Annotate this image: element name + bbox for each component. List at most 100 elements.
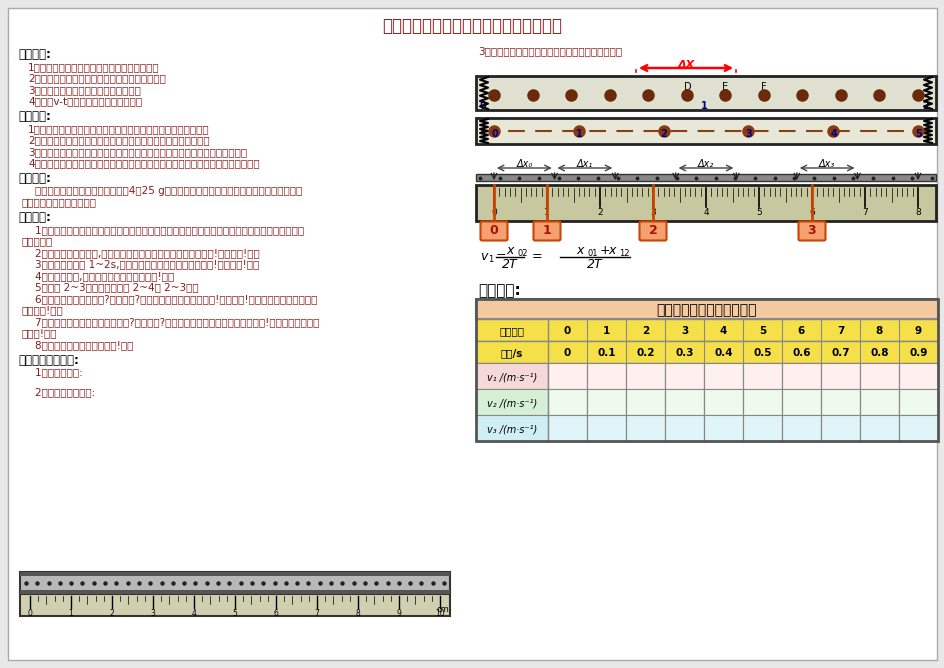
Bar — [476, 415, 548, 441]
Text: 2: 2 — [648, 224, 657, 238]
Text: 1、把打点计时器固定在实验桌上（不许松动！），（是电磁式还是电火花式？）连接电源（通电: 1、把打点计时器固定在实验桌上（不许松动！），（是电磁式还是电火花式？）连接电源… — [22, 225, 304, 235]
Bar — [476, 363, 548, 389]
Text: 1: 1 — [602, 326, 610, 336]
Bar — [703, 389, 742, 415]
Text: 0: 0 — [480, 101, 486, 111]
Text: 2: 2 — [641, 326, 649, 336]
Text: 1: 1 — [69, 609, 74, 618]
Bar — [820, 389, 859, 415]
Bar — [20, 572, 449, 576]
Text: 3: 3 — [745, 129, 751, 139]
Text: Δx₀: Δx₀ — [515, 159, 531, 169]
Text: 0.9: 0.9 — [908, 348, 927, 358]
Text: 3: 3 — [807, 224, 816, 238]
Text: 0.4: 0.4 — [714, 348, 732, 358]
Text: v₂ /(m·s⁻¹): v₂ /(m·s⁻¹) — [486, 398, 536, 408]
Text: 实验步骤:: 实验步骤: — [18, 211, 51, 224]
Text: 2: 2 — [921, 101, 928, 111]
Bar — [625, 363, 665, 389]
Text: 1: 1 — [487, 255, 493, 265]
Text: 0.5: 0.5 — [752, 348, 771, 358]
Text: Δx₃: Δx₃ — [818, 159, 834, 169]
Text: 0: 0 — [489, 224, 497, 238]
Text: 2: 2 — [110, 609, 114, 618]
Text: v₁ /(m·s⁻¹): v₁ /(m·s⁻¹) — [486, 372, 536, 382]
Text: 7: 7 — [836, 326, 843, 336]
Bar — [742, 363, 782, 389]
Text: 3、如何利用求平均速度来求得的小车的瞬时速度？: 3、如何利用求平均速度来求得的小车的瞬时速度？ — [478, 46, 621, 56]
Text: 1、纸带的选取:: 1、纸带的选取: — [22, 367, 83, 377]
Text: 0.6: 0.6 — [791, 348, 810, 358]
Bar — [476, 299, 937, 441]
Text: 01: 01 — [586, 248, 597, 257]
Text: v₃ /(m·s⁻¹): v₃ /(m·s⁻¹) — [486, 424, 536, 434]
Bar — [625, 415, 665, 441]
Bar — [742, 389, 782, 415]
Text: D: D — [683, 82, 691, 92]
Text: x: x — [576, 244, 583, 257]
Text: 2、会运用已学知识处理纸带，求各点瞬时速度。: 2、会运用已学知识处理纸带，求各点瞬时速度。 — [28, 73, 166, 84]
Text: 实验器材:: 实验器材: — [18, 172, 51, 185]
Text: 02: 02 — [516, 248, 527, 257]
Text: 3、会用表格法处理数据，并合理连图。: 3、会用表格法处理数据，并合理连图。 — [28, 85, 141, 95]
Text: ΔX: ΔX — [677, 60, 694, 70]
Bar — [898, 389, 937, 415]
Text: 4: 4 — [702, 208, 708, 217]
Bar — [586, 363, 625, 389]
Bar — [476, 319, 937, 341]
Text: 5: 5 — [232, 609, 237, 618]
Text: 纸带、刻度尺、坐标纸等。: 纸带、刻度尺、坐标纸等。 — [22, 198, 97, 208]
Bar — [548, 389, 586, 415]
Text: 2T: 2T — [586, 257, 602, 271]
FancyBboxPatch shape — [480, 222, 507, 240]
Bar — [20, 590, 449, 594]
Bar — [548, 363, 586, 389]
Bar — [665, 415, 703, 441]
Text: 5: 5 — [914, 129, 920, 139]
Text: 2、初步学会根据实验数据进行猜测探究，发现规律的探究方法。: 2、初步学会根据实验数据进行猜测探究，发现规律的探究方法。 — [28, 136, 210, 146]
Text: x: x — [608, 244, 615, 257]
Text: 0.7: 0.7 — [831, 348, 849, 358]
Bar — [476, 76, 935, 110]
Text: 电源、导线、打点计时器、小车、4个25 g的钩码、一端带有滑轮的长木板、带小钩的细绳、: 电源、导线、打点计时器、小车、4个25 g的钩码、一端带有滑轮的长木板、带小钩的… — [22, 186, 302, 196]
Text: 6: 6 — [797, 326, 804, 336]
Text: +: + — [599, 244, 610, 257]
Text: 0: 0 — [564, 348, 570, 358]
Text: =: = — [531, 250, 542, 263]
FancyBboxPatch shape — [798, 222, 825, 240]
Bar — [820, 363, 859, 389]
FancyBboxPatch shape — [533, 222, 560, 240]
Text: Δx₁: Δx₁ — [576, 159, 592, 169]
Text: 0: 0 — [564, 326, 570, 336]
Text: 时间/s: 时间/s — [500, 348, 523, 358]
Bar — [859, 363, 898, 389]
Bar — [665, 389, 703, 415]
Bar — [476, 389, 548, 415]
Text: 4、通过实验探究过程，进一步熟练打点计时器的应用，体验瞬时速度的求解方法。: 4、通过实验探究过程，进一步熟练打点计时器的应用，体验瞬时速度的求解方法。 — [28, 158, 260, 168]
Text: 10: 10 — [435, 609, 445, 618]
Bar — [665, 363, 703, 389]
Bar — [782, 415, 820, 441]
Text: 于间隔数!）。: 于间隔数!）。 — [22, 305, 63, 315]
Text: 0: 0 — [27, 609, 32, 618]
Bar — [476, 174, 935, 181]
Text: 0.1: 0.1 — [597, 348, 615, 358]
Text: 1: 1 — [575, 129, 582, 139]
Text: 12: 12 — [618, 248, 629, 257]
Text: 8、整理实验器材（不要忘记!）。: 8、整理实验器材（不要忘记!）。 — [22, 340, 133, 350]
Text: 7、用刻度尺测量距离（最小分度?有效数字?），记录数据（忠实地记录原始数据!），保留纸带（不: 7、用刻度尺测量距离（最小分度?有效数字?），记录数据（忠实地记录原始数据!），… — [22, 317, 319, 327]
Text: =: = — [496, 250, 506, 263]
Bar — [586, 389, 625, 415]
Bar — [703, 363, 742, 389]
Bar — [548, 415, 586, 441]
Bar — [586, 415, 625, 441]
Text: 7: 7 — [314, 609, 319, 618]
Text: 9: 9 — [396, 609, 401, 618]
Text: 实验数据处理方法:: 实验数据处理方法: — [18, 353, 78, 367]
Text: 1: 1 — [700, 101, 707, 111]
Text: 4、先切断电源,后取下纸带（先断电后取带!）。: 4、先切断电源,后取下纸带（先断电后取带!）。 — [22, 271, 174, 281]
Text: 1、初步学习根据实验要求设计实验，完成某种规律的探究方法。: 1、初步学习根据实验要求设计实验，完成某种规律的探究方法。 — [28, 124, 210, 134]
Text: 2: 2 — [660, 129, 666, 139]
Text: 0: 0 — [491, 208, 497, 217]
Text: 2: 2 — [597, 208, 602, 217]
